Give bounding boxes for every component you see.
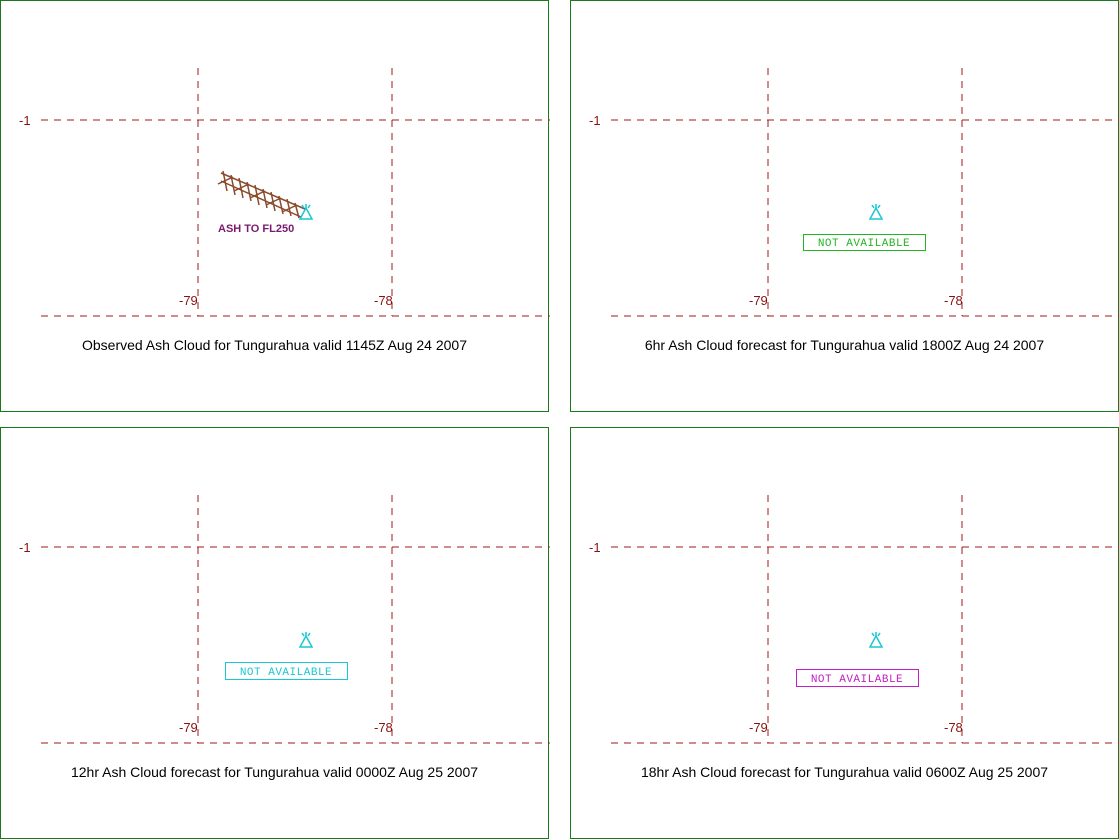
- panel-6hr: -1 -79 -78 NOT AVAILABLE 6hr Ash Cloud f…: [570, 0, 1119, 412]
- lon-label-west: -79: [749, 293, 768, 308]
- volcano-icon: [298, 632, 314, 648]
- status-label: NOT AVAILABLE: [240, 667, 332, 679]
- panel-18hr: -1 -79 -78 NOT AVAILABLE 18hr Ash Cloud …: [570, 427, 1119, 839]
- lon-label-east: -78: [374, 720, 393, 735]
- volcano-icon: [868, 204, 884, 220]
- lon-label-west: -79: [179, 720, 198, 735]
- lon-label-east: -78: [944, 720, 963, 735]
- status-label: NOT AVAILABLE: [818, 238, 910, 250]
- panel-caption: 12hr Ash Cloud forecast for Tungurahua v…: [70, 764, 479, 780]
- lat-label: -1: [19, 540, 31, 555]
- status-box: [225, 662, 348, 680]
- panel-observed: -1 -79 -78 ASH TO FL250: [0, 0, 550, 412]
- map-18hr: -1 -79 -78 NOT AVAILABLE: [589, 495, 1119, 744]
- panel-caption: Observed Ash Cloud for Tungurahua valid …: [81, 337, 467, 353]
- lat-label: -1: [589, 540, 601, 555]
- volcano-icon: [298, 204, 314, 220]
- status-box: [803, 234, 926, 251]
- lat-label: -1: [19, 113, 31, 128]
- volcano-icon: [868, 632, 884, 648]
- map-observed: -1 -79 -78 ASH TO FL250: [19, 68, 550, 317]
- lat-label: -1: [589, 113, 601, 128]
- status-label: NOT AVAILABLE: [811, 674, 903, 686]
- lon-label-west: -79: [749, 720, 768, 735]
- panel-caption: 6hr Ash Cloud forecast for Tungurahua va…: [644, 337, 1045, 353]
- map-12hr: -1 -79 -78 NOT AVAILABLE: [19, 495, 550, 744]
- panel-caption: 18hr Ash Cloud forecast for Tungurahua v…: [640, 764, 1049, 780]
- ash-cloud: [217, 170, 306, 219]
- lon-label-east: -78: [374, 293, 393, 308]
- panel-12hr: -1 -79 -78 NOT AVAILABLE 12hr Ash Cloud …: [0, 427, 550, 839]
- status-box: [796, 669, 919, 687]
- ash-label: ASH TO FL250: [218, 223, 294, 235]
- map-6hr: -1 -79 -78 NOT AVAILABLE: [589, 68, 1119, 317]
- lon-label-west: -79: [179, 293, 198, 308]
- lon-label-east: -78: [944, 293, 963, 308]
